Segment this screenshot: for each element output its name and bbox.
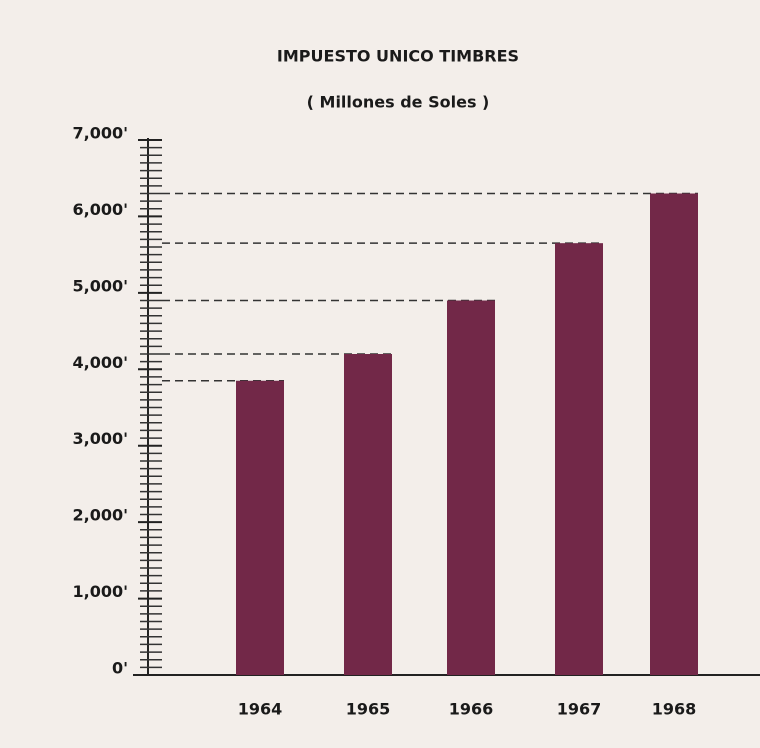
- chart-subtitle: ( Millones de Soles ): [307, 93, 490, 112]
- bar: [447, 300, 495, 675]
- x-tick-label: 1967: [557, 700, 602, 719]
- chart-title: IMPUESTO UNICO TIMBRES: [277, 47, 519, 66]
- bar: [236, 380, 284, 675]
- bar: [650, 193, 698, 675]
- y-tick-label: 6,000': [72, 200, 128, 219]
- y-tick-label: 5,000': [72, 276, 128, 295]
- x-tick-label: 1966: [449, 700, 494, 719]
- y-tick-label: 7,000': [72, 124, 128, 143]
- y-tick-label: 2,000': [72, 506, 128, 525]
- x-tick-label: 1968: [652, 700, 697, 719]
- y-tick-label: 1,000': [72, 582, 128, 601]
- y-tick-label: 3,000': [72, 429, 128, 448]
- y-tick-label: 0': [112, 659, 128, 678]
- bar: [555, 243, 603, 675]
- y-tick-label: 4,000': [72, 353, 128, 372]
- x-tick-label: 1965: [346, 700, 391, 719]
- x-tick-label: 1964: [238, 700, 283, 719]
- bar: [344, 354, 392, 675]
